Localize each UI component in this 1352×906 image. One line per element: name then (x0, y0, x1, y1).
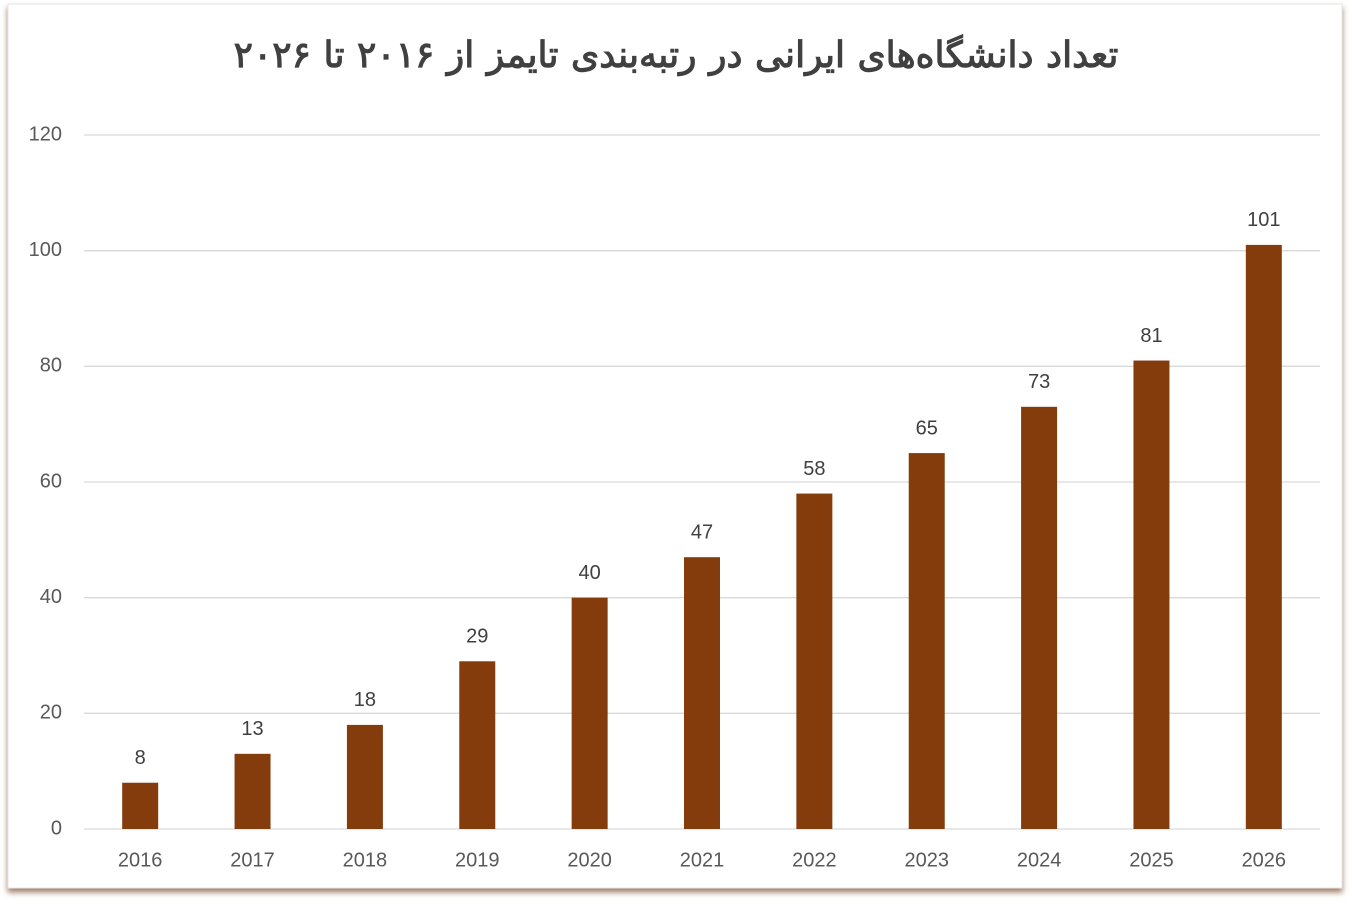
x-tick-label: 2018 (343, 849, 388, 871)
y-tick-label: 20 (40, 702, 62, 724)
data-label: 101 (1247, 209, 1280, 231)
x-tick-label: 2026 (1242, 849, 1287, 871)
data-label: 73 (1028, 371, 1050, 393)
bar (684, 557, 720, 829)
bar (346, 724, 383, 829)
chart-frame (7, 3, 1343, 889)
x-tick-label: 2020 (567, 849, 612, 871)
y-tick-label: 0 (51, 817, 62, 839)
bar (571, 597, 608, 829)
x-tick-label: 2023 (904, 849, 949, 871)
x-tick-label: 2016 (118, 849, 163, 871)
bar (908, 453, 945, 829)
bar (459, 661, 496, 829)
x-tick-label: 2017 (230, 849, 275, 871)
bar (234, 753, 271, 829)
data-label: 65 (916, 417, 938, 439)
data-label: 29 (466, 626, 488, 648)
x-tick-label: 2022 (792, 849, 837, 871)
bar (122, 782, 159, 829)
x-tick-label: 2025 (1129, 849, 1174, 871)
data-label: 8 (135, 747, 146, 769)
bar (1021, 406, 1058, 829)
y-tick-label: 80 (40, 355, 62, 377)
y-tick-label: 120 (29, 123, 62, 145)
y-tick-label: 40 (40, 586, 62, 608)
bar (1133, 360, 1170, 829)
data-label: 40 (579, 562, 601, 584)
bar (796, 493, 833, 829)
y-tick-label: 60 (40, 470, 62, 492)
data-label: 81 (1140, 325, 1162, 347)
data-label: 58 (803, 458, 825, 480)
data-label: 47 (691, 521, 713, 543)
chart-title: تعداد دانشگاه‌های ایرانی در رتبه‌بندی تا… (234, 33, 1119, 77)
x-tick-label: 2024 (1017, 849, 1062, 871)
x-tick-label: 2021 (680, 849, 725, 871)
x-tick-label: 2019 (455, 849, 500, 871)
data-label: 18 (354, 689, 376, 711)
bar (1245, 244, 1282, 830)
data-label: 13 (241, 718, 263, 740)
y-tick-label: 100 (29, 239, 62, 261)
